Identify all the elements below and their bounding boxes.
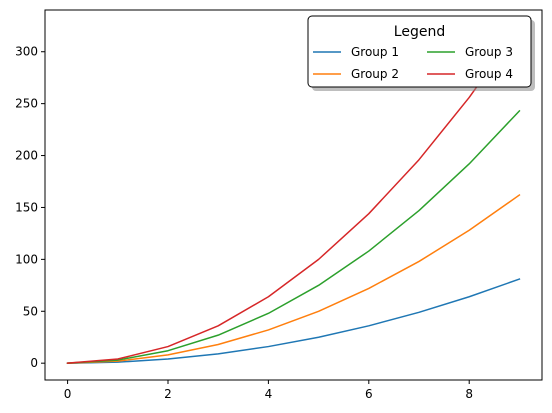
legend-label-1: Group 1 xyxy=(351,45,399,59)
legend: Legend Group 1 Group 2 Group 3 Group 4 xyxy=(307,15,535,91)
y-tick-label-5: 250 xyxy=(15,97,38,111)
x-tick-label-0: 0 xyxy=(64,387,72,401)
y-tick-label-0: 0 xyxy=(30,356,38,370)
legend-label-3: Group 3 xyxy=(465,45,513,59)
y-tick-label-4: 200 xyxy=(15,149,38,163)
legend-label-2: Group 2 xyxy=(351,67,399,81)
legend-label-4: Group 4 xyxy=(465,67,513,81)
series-line-2 xyxy=(66,193,521,364)
x-tick-label-4: 8 xyxy=(465,387,473,401)
y-axis: 0 50 100 150 200 250 300 xyxy=(15,45,45,370)
x-axis: 0 2 4 6 8 xyxy=(64,380,473,401)
y-tick-label-2: 100 xyxy=(15,252,38,266)
x-tick-label-2: 4 xyxy=(265,387,273,401)
x-tick-label-3: 6 xyxy=(365,387,373,401)
series-line-4 xyxy=(66,25,521,364)
y-tick-label-3: 150 xyxy=(15,200,38,214)
y-tick-label-6: 300 xyxy=(15,45,38,59)
plot-frame xyxy=(44,9,543,381)
legend-items: Group 1 Group 2 Group 3 Group 4 xyxy=(313,45,513,81)
y-tick-label-1: 50 xyxy=(23,304,38,318)
legend-box xyxy=(307,15,532,88)
series-line-1 xyxy=(66,278,521,364)
series-layer xyxy=(66,25,521,364)
x-tick-label-1: 2 xyxy=(164,387,172,401)
legend-title: Legend xyxy=(394,24,445,40)
series-line-3 xyxy=(66,109,521,364)
